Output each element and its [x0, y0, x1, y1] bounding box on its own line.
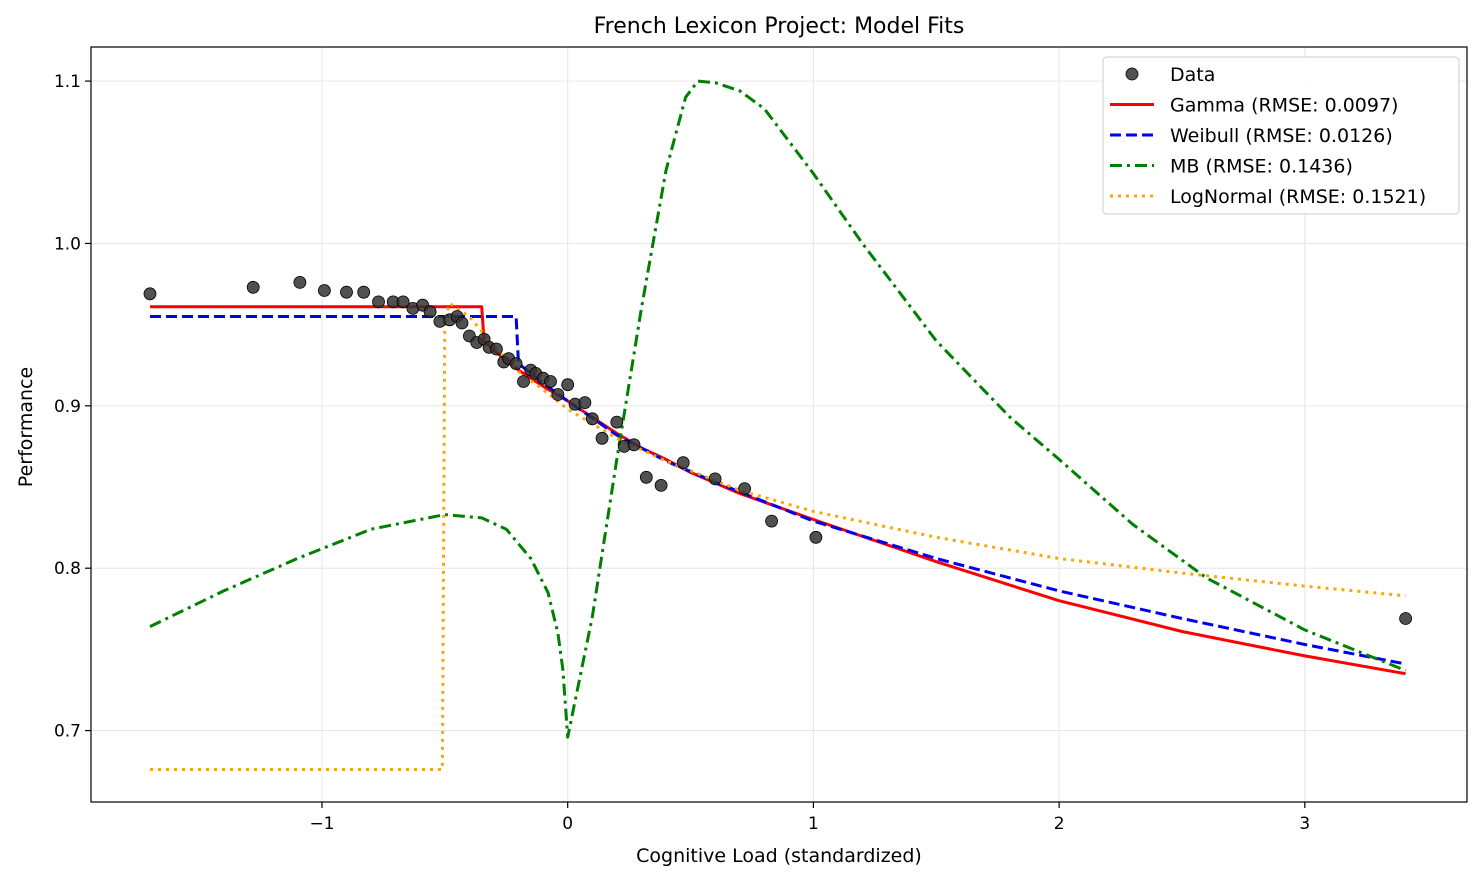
legend-label: LogNormal (RMSE: 0.1521) [1170, 186, 1426, 208]
data-point [357, 285, 371, 299]
y-tick-label: 0.9 [54, 397, 81, 417]
y-tick-label: 0.8 [54, 559, 81, 579]
legend-label: Weibull (RMSE: 0.0126) [1170, 125, 1393, 147]
data-point [610, 415, 624, 429]
data-point [676, 456, 690, 470]
x-tick-label: 3 [1299, 814, 1310, 834]
x-tick-label: −1 [309, 814, 334, 834]
plot-frame [90, 46, 1468, 803]
data-point [809, 530, 823, 544]
data-point [551, 388, 565, 401]
data-point [654, 478, 668, 492]
data-point [143, 287, 157, 301]
data-point [765, 514, 778, 528]
data-point [708, 472, 722, 486]
legend-marker-data [1125, 67, 1139, 81]
legend-label: Data [1170, 64, 1215, 86]
data-point [372, 295, 385, 309]
legend: Data Gamma (RMSE: 0.0097) Weibull (RMSE: 0… [1102, 56, 1460, 215]
data-point [396, 295, 410, 309]
axis-ticks: −1 0 1 2 3 0.7 0.8 0.9 1.0 1.1 [54, 72, 1310, 834]
chart-title: French Lexicon Project: Model Fits [594, 14, 965, 39]
data-points-group [143, 275, 1412, 625]
data-point [455, 316, 469, 330]
data-point [639, 470, 653, 484]
data-point [561, 378, 575, 392]
data-point [544, 375, 557, 388]
data-point [585, 412, 599, 426]
data-point [517, 375, 530, 388]
data-point [423, 305, 437, 319]
data-point [340, 285, 353, 299]
data-point [595, 431, 609, 445]
x-tick-label: 2 [1054, 814, 1065, 834]
data-point [627, 438, 641, 452]
legend-label: MB (RMSE: 0.1436) [1170, 156, 1353, 178]
data-point [578, 396, 592, 410]
data-point [738, 482, 751, 496]
y-tick-label: 1.1 [54, 72, 81, 92]
legend-label: Gamma (RMSE: 0.0097) [1170, 95, 1398, 117]
data-point [293, 275, 307, 289]
data-point [1399, 612, 1412, 625]
y-tick-label: 0.7 [54, 722, 81, 742]
data-point [509, 357, 523, 371]
x-axis-label: Cognitive Load (standardized) [636, 845, 922, 867]
x-tick-label: 1 [808, 814, 819, 834]
series-line-lognormal [150, 302, 1406, 771]
data-point [246, 280, 260, 294]
y-axis-label: Performance [15, 367, 37, 487]
legend-box [1102, 56, 1460, 215]
x-tick-label: 0 [562, 814, 573, 834]
series-line-mb [149, 79, 1407, 739]
data-point [489, 342, 503, 356]
data-point [317, 284, 331, 297]
y-tick-label: 1.0 [54, 234, 81, 254]
